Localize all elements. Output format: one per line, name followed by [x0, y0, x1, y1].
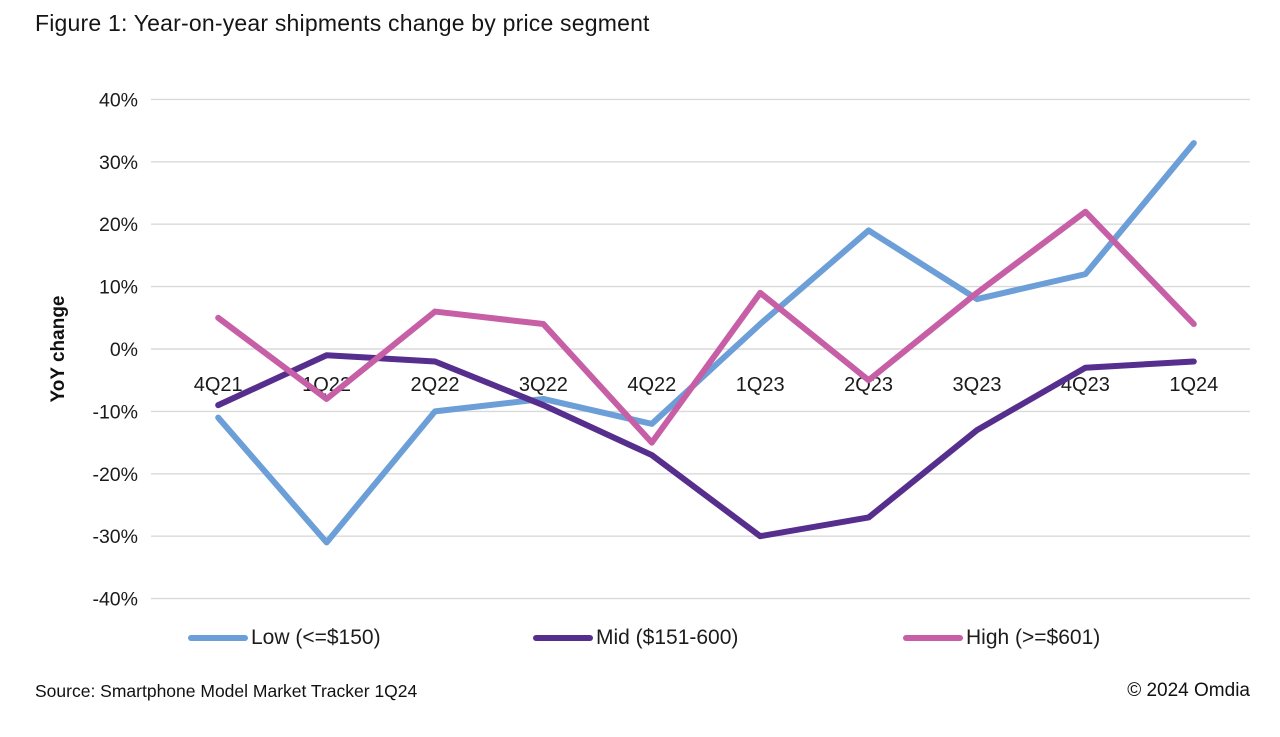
- x-axis-category-label: 3Q22: [519, 374, 568, 396]
- legend-label-high: High (>=$601): [966, 626, 1101, 649]
- legend-item-low: Low (<=$150): [188, 622, 381, 654]
- legend-item-high: High (>=$601): [903, 622, 1100, 654]
- source-note: Source: Smartphone Model Market Tracker …: [35, 681, 418, 701]
- legend-item-mid: Mid ($151-600): [533, 622, 738, 654]
- legend-label-low: Low (<=$150): [251, 626, 381, 649]
- legend-swatch-high-icon: [903, 635, 963, 641]
- y-axis-tick-label: -30%: [92, 526, 138, 548]
- series-line-mid: [215, 352, 1197, 540]
- legend-swatch-low-icon: [188, 635, 248, 641]
- legend-swatch-mid-icon: [533, 635, 593, 641]
- x-axis-category-label: 4Q22: [627, 374, 676, 396]
- figure-title: Figure 1: Year-on-year shipments change …: [35, 10, 650, 36]
- x-axis-category-label: 4Q21: [194, 374, 243, 396]
- y-axis-tick-label: -40%: [92, 589, 138, 611]
- y-axis-tick-label: 20%: [99, 214, 138, 236]
- x-axis-category-label: 1Q23: [736, 374, 785, 396]
- x-axis-category-label: 2Q23: [844, 374, 893, 396]
- chart-legend: Low (<=$150) Mid ($151-600) High (>=$601…: [0, 622, 1280, 654]
- x-axis-category-label: 1Q24: [1169, 374, 1218, 396]
- copyright-note: © 2024 Omdia: [1127, 680, 1250, 701]
- y-axis-tick-label: -10%: [92, 401, 138, 423]
- x-axis-category-label: 2Q22: [411, 374, 460, 396]
- y-axis-tick-label: -20%: [92, 464, 138, 486]
- series-line-high: [215, 208, 1197, 446]
- x-axis-category-label: 3Q23: [953, 374, 1002, 396]
- series-line-low: [215, 140, 1197, 546]
- y-axis-tick-label: 40%: [99, 89, 138, 111]
- y-axis-tick-label: 0%: [110, 339, 138, 361]
- y-axis-title: YoY change: [48, 296, 69, 403]
- y-axis-tick-label: 30%: [99, 152, 138, 174]
- x-axis-category-label: 4Q23: [1061, 374, 1110, 396]
- legend-label-mid: Mid ($151-600): [596, 626, 739, 649]
- y-axis-tick-label: 10%: [99, 277, 138, 299]
